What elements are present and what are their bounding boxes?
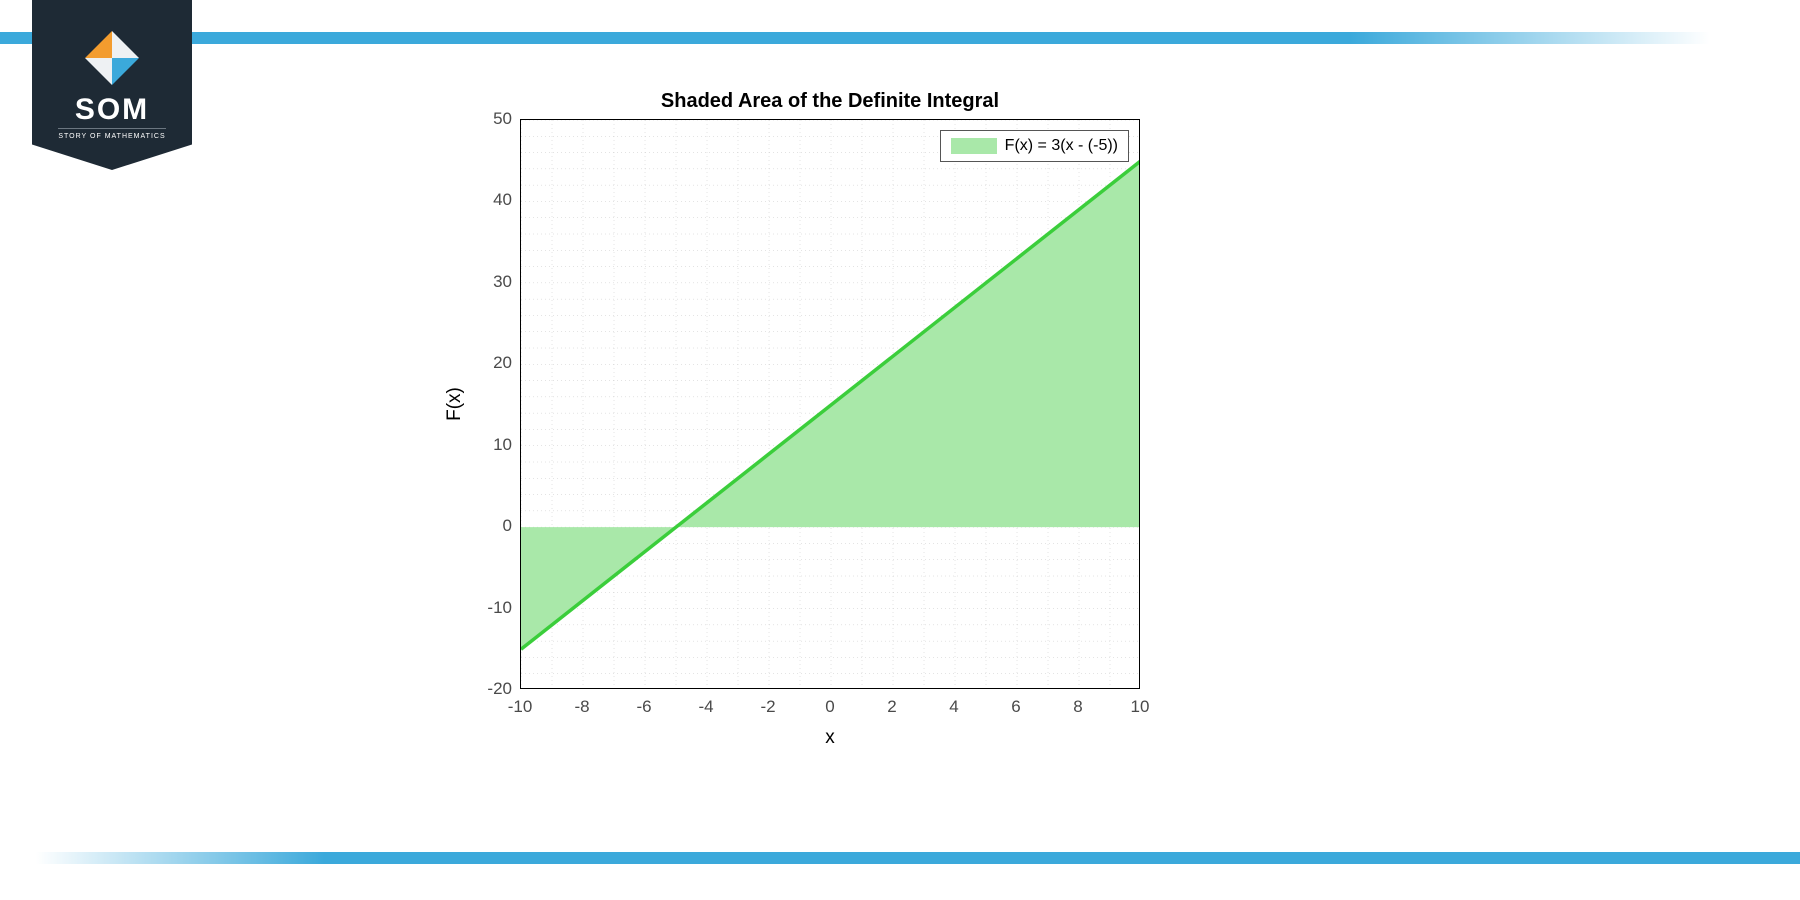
y-tick-label: -20 [472, 679, 512, 699]
brand-badge: SOM STORY OF MATHEMATICS [32, 0, 192, 170]
x-tick-label: 10 [1131, 697, 1150, 717]
x-tick-label: 8 [1073, 697, 1082, 717]
x-tick-label: -4 [698, 697, 713, 717]
y-tick-label: 20 [472, 353, 512, 373]
brand-logo-icon [85, 31, 139, 85]
plot-area: F(x) = 3(x - (-5)) [520, 119, 1140, 689]
x-axis-label: x [825, 727, 835, 749]
plot-svg [521, 120, 1140, 689]
chart-title: Shaded Area of the Definite Integral [490, 90, 1170, 113]
x-tick-label: 0 [825, 697, 834, 717]
chart-container: Shaded Area of the Definite Integral F(x… [430, 90, 1170, 790]
y-tick-label: 0 [472, 516, 512, 536]
y-tick-label: 50 [472, 109, 512, 129]
chart-legend: F(x) = 3(x - (-5)) [940, 130, 1129, 162]
x-tick-label: -2 [760, 697, 775, 717]
y-tick-label: -10 [472, 598, 512, 618]
brand-tagline: STORY OF MATHEMATICS [58, 128, 165, 140]
x-tick-label: 4 [949, 697, 958, 717]
legend-swatch [951, 138, 997, 154]
y-tick-label: 10 [472, 435, 512, 455]
y-tick-label: 30 [472, 272, 512, 292]
x-tick-label: -6 [636, 697, 651, 717]
x-tick-label: -10 [508, 697, 533, 717]
footer-accent-bar [0, 852, 1800, 864]
legend-label: F(x) = 3(x - (-5)) [1005, 137, 1118, 155]
x-tick-label: 2 [887, 697, 896, 717]
brand-name: SOM [75, 95, 149, 125]
x-tick-label: -8 [574, 697, 589, 717]
header-accent-bar [0, 32, 1800, 44]
y-tick-label: 40 [472, 190, 512, 210]
y-axis-label: F(x) [444, 387, 466, 421]
x-tick-label: 6 [1011, 697, 1020, 717]
